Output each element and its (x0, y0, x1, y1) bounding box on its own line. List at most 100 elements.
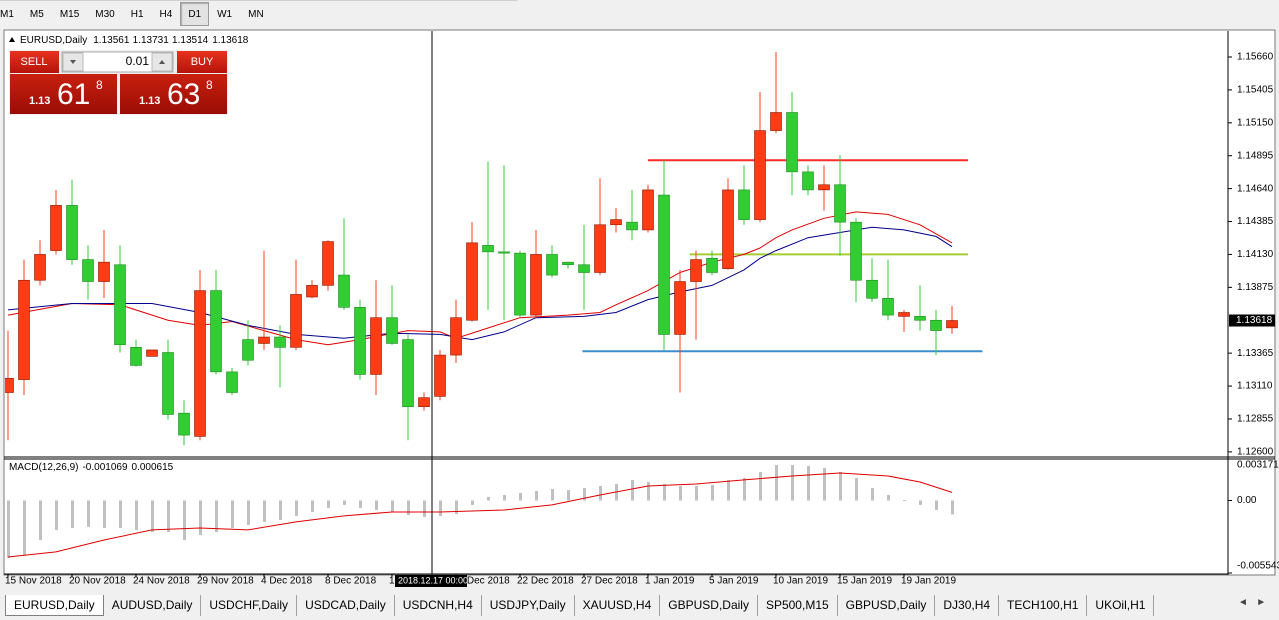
timeframe-button[interactable]: M30 (95, 9, 115, 20)
y-tick-label: 1.13875 (1237, 282, 1274, 293)
y-tick-label: 0.003171 (1237, 460, 1279, 471)
macd-bar (423, 500, 426, 517)
candle-body (306, 285, 318, 298)
candle-body (354, 307, 366, 375)
bid-point: 8 (96, 78, 103, 92)
y-tick-label: 0.00 (1237, 495, 1257, 506)
candle-body (226, 371, 238, 393)
candle-body (722, 189, 734, 269)
x-tick-label: 29 Nov 2018 (197, 576, 254, 587)
candle-body (402, 339, 414, 408)
symbol-menu-icon[interactable] (9, 37, 15, 42)
macd-bar (663, 484, 666, 501)
macd-bar (695, 485, 698, 501)
chart-tab[interactable]: GBPUSD,Daily (838, 595, 936, 616)
y-tick-label: 1.12600 (1237, 447, 1274, 458)
macd-title: MACD(12,26,9) (9, 462, 78, 473)
sell-button[interactable] (10, 51, 59, 73)
x-tick-label: 18 Dec 2018 (453, 576, 510, 587)
lot-input[interactable] (61, 51, 174, 73)
one-click-trading: SELL 0.01 BUY 1.13 61 8 1.13 63 8 (9, 50, 228, 115)
macd-bar (439, 500, 442, 516)
macd-bar (679, 485, 682, 501)
candle-body (370, 317, 382, 375)
x-tick-label: 20 Nov 2018 (69, 576, 126, 587)
crosshair-label: 2018.12.17 00:00 (398, 575, 468, 585)
chart-tab[interactable]: DJ30,H4 (935, 595, 1000, 616)
timeframe-button[interactable]: D1 (180, 2, 210, 26)
chart-tab[interactable]: TECH100,H1 (999, 595, 1088, 616)
y-tick-label: 1.15660 (1237, 52, 1274, 63)
timeframe-button[interactable]: H4 (159, 9, 173, 20)
chart-tab[interactable]: UKOil,H1 (1087, 595, 1155, 616)
macd-bar (263, 500, 266, 522)
x-tick-label: 1 Jan 2019 (645, 576, 695, 587)
moving-average (7, 226, 953, 341)
candle-body (178, 412, 190, 436)
header-low: 1.13514 (172, 35, 209, 46)
tab-scroll[interactable]: ◄ ► (1238, 597, 1267, 608)
candle-body (146, 349, 158, 357)
macd-bar (647, 482, 650, 501)
candle-body (866, 279, 878, 299)
y-tick-label: 1.14385 (1237, 216, 1274, 227)
sell-label[interactable]: SELL (21, 56, 48, 68)
macd-bar (487, 496, 490, 501)
candle-body (610, 219, 622, 226)
timeframe-button[interactable]: M5 (29, 9, 44, 20)
chart-tab[interactable]: GBPUSD,Daily (660, 595, 758, 616)
macd-bar (7, 500, 10, 558)
candle-body (562, 261, 574, 266)
candle-body (642, 189, 654, 231)
macd-bar (823, 468, 826, 501)
chart-window: 1.15660 1.15405 1.15150 1.14895 1.14640 1.143… (3, 29, 1279, 587)
macd-bar (455, 500, 458, 514)
chart-tab[interactable]: USDCNH,H4 (395, 595, 482, 616)
chart-tab[interactable]: USDJPY,Daily (482, 595, 575, 616)
macd-header: MACD(12,26,9) -0.001069 0.000615 (9, 462, 174, 473)
macd-bar (951, 500, 954, 515)
chart-tab[interactable]: USDCAD,Daily (297, 595, 395, 616)
macd-bar (247, 500, 250, 525)
macd-bar (119, 500, 122, 528)
macd-bar (135, 500, 138, 530)
macd-bar (391, 500, 394, 512)
y-tick-label: 1.12855 (1237, 414, 1274, 425)
buy-label[interactable]: BUY (191, 56, 214, 68)
chart-tab[interactable]: USDCHF,Daily (201, 595, 298, 616)
candle-body (802, 171, 814, 191)
macd-bar (39, 500, 42, 540)
moving-average (7, 211, 953, 346)
candle-body (434, 354, 446, 397)
macd-bar (759, 471, 762, 501)
main-plot (5, 51, 983, 446)
macd-bar (919, 500, 922, 505)
timeframe-button[interactable]: W1 (217, 9, 233, 20)
header-open: 1.13561 (93, 35, 130, 46)
axes: 1.15660 1.15405 1.15150 1.14895 1.14640 1.143… (5, 31, 1279, 587)
chart-tab[interactable]: AUDUSD,Daily (104, 595, 202, 616)
candle-body (34, 254, 46, 281)
macd-bar (279, 500, 282, 520)
chart-tab[interactable]: EURUSD,Daily (5, 595, 104, 616)
current-price-box (1229, 314, 1275, 327)
candle-body (482, 245, 494, 253)
lot-value[interactable]: 0.01 (126, 54, 150, 68)
timeframe-button[interactable]: H1 (130, 9, 144, 20)
bid-prefix: 1.13 (29, 95, 50, 107)
timeframe-button[interactable]: M1 (0, 9, 14, 20)
candle-body (338, 274, 350, 308)
lot-down-arrow (70, 60, 76, 64)
timeframe-button[interactable]: MN (248, 9, 264, 20)
ask-box[interactable] (120, 74, 227, 114)
x-tick-label: 15 Jan 2019 (837, 576, 892, 587)
bid-pips: 61 (57, 78, 90, 111)
chart-tab[interactable]: SP500,M15 (758, 595, 838, 616)
chart-tab[interactable]: XAUUSD,H4 (575, 595, 661, 616)
buy-button[interactable] (177, 51, 227, 73)
macd-bar (743, 477, 746, 501)
bid-box[interactable] (10, 74, 117, 114)
candle-body (754, 130, 766, 220)
timeframe-button[interactable]: M15 (59, 9, 80, 20)
